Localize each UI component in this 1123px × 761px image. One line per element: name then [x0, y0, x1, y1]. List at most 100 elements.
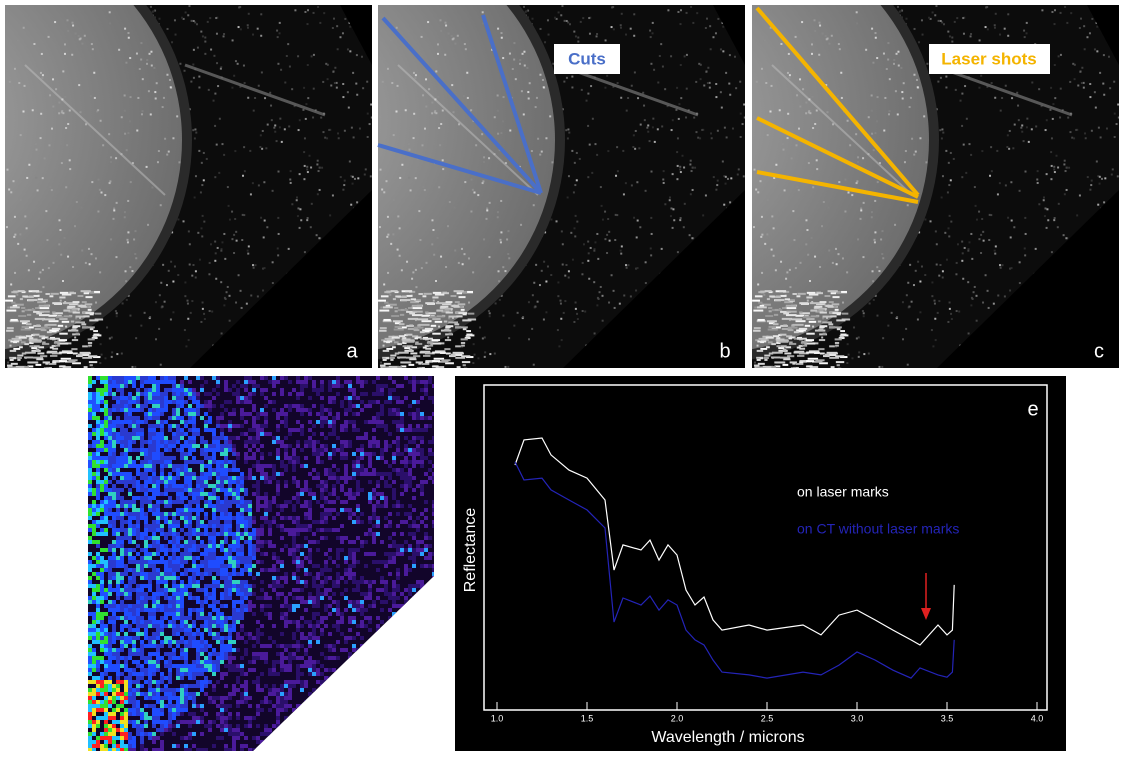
pixel [176, 400, 180, 404]
pixel [252, 456, 256, 460]
pixel [432, 384, 436, 388]
pixel [176, 404, 180, 408]
pixel [376, 520, 380, 524]
pixel [344, 648, 348, 652]
pixel [112, 576, 116, 580]
pixel [140, 536, 144, 540]
pixel [304, 636, 308, 640]
pixel [424, 592, 428, 596]
pixel [276, 452, 280, 456]
pixel [204, 556, 208, 560]
pixel [96, 424, 100, 428]
pixel [160, 524, 164, 528]
pixel [248, 504, 252, 508]
pixel [316, 572, 320, 576]
pixel [432, 412, 436, 416]
pixel [104, 564, 108, 568]
pixel [100, 448, 104, 452]
pixel [108, 488, 112, 492]
pixel [376, 492, 380, 496]
pixel [432, 568, 436, 572]
pixel [236, 552, 240, 556]
pixel [136, 508, 140, 512]
pixel [132, 588, 136, 592]
pixel [304, 488, 308, 492]
pixel [352, 636, 356, 640]
pixel [296, 604, 300, 608]
pixel [144, 608, 148, 612]
pixel [288, 392, 292, 396]
pixel [424, 456, 428, 460]
pixel [120, 500, 124, 504]
pixel [360, 592, 364, 596]
pixel [408, 656, 412, 660]
pixel [232, 628, 236, 632]
pixel [248, 392, 252, 396]
pixel [172, 608, 176, 612]
pixel [228, 480, 232, 484]
pixel [244, 420, 248, 424]
pixel [248, 516, 252, 520]
pixel [392, 612, 396, 616]
pixel [180, 436, 184, 440]
pixel [324, 588, 328, 592]
pixel [224, 588, 228, 592]
pixel [280, 564, 284, 568]
pixel [100, 376, 104, 380]
pixel [388, 544, 392, 548]
pixel [212, 428, 216, 432]
pixel [372, 600, 376, 604]
pixel [392, 532, 396, 536]
pixel [320, 520, 324, 524]
pixel [92, 444, 96, 448]
pixel [380, 492, 384, 496]
pixel [384, 448, 388, 452]
pixel [408, 424, 412, 428]
pixel [144, 600, 148, 604]
pixel [336, 584, 340, 588]
pixel [216, 500, 220, 504]
pixel [152, 608, 156, 612]
pixel [396, 552, 400, 556]
pixel [204, 444, 208, 448]
pixel [268, 524, 272, 528]
pixel [124, 432, 128, 436]
pixel [176, 536, 180, 540]
pixel [176, 568, 180, 572]
pixel [108, 572, 112, 576]
pixel [284, 500, 288, 504]
pixel [132, 644, 136, 648]
pixel [264, 396, 268, 400]
pixel [264, 464, 268, 468]
pixel [216, 620, 220, 624]
pixel [384, 580, 388, 584]
pixel [312, 468, 316, 472]
pixel [356, 632, 360, 636]
pixel [132, 580, 136, 584]
pixel [108, 556, 112, 560]
pixel [364, 580, 368, 584]
pixel [336, 564, 340, 568]
pixel [300, 616, 304, 620]
pixel [176, 576, 180, 580]
pixel [96, 408, 100, 412]
pixel [340, 428, 344, 432]
pixel [136, 552, 140, 556]
pixel [212, 452, 216, 456]
pixel [368, 516, 372, 520]
pixel [192, 508, 196, 512]
pixel [300, 412, 304, 416]
pixel [420, 396, 424, 400]
pixel [284, 572, 288, 576]
pixel [172, 600, 176, 604]
pixel [128, 636, 132, 640]
pixel [292, 644, 296, 648]
pixel [264, 660, 268, 664]
pixel [132, 496, 136, 500]
pixel [384, 628, 388, 632]
pixel [240, 524, 244, 528]
pixel [88, 644, 92, 648]
pixel [380, 576, 384, 580]
pixel [324, 444, 328, 448]
pixel [196, 392, 200, 396]
